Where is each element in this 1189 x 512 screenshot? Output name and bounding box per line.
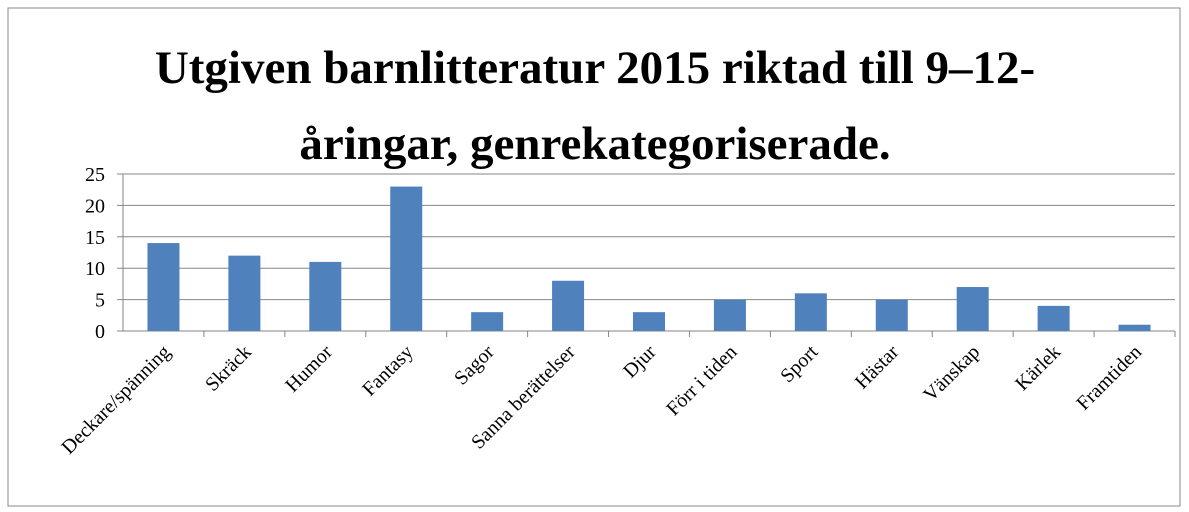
bar bbox=[471, 312, 504, 331]
x-tick-label: Framtiden bbox=[1072, 341, 1146, 415]
x-tick-label: Skräck bbox=[201, 341, 256, 396]
x-tick-label: Hästar bbox=[851, 341, 904, 394]
chart-border bbox=[7, 7, 1181, 507]
x-tick-label: Kärlek bbox=[1011, 341, 1065, 395]
bar bbox=[633, 312, 665, 331]
x-tick-label: Deckare/spänning bbox=[57, 341, 175, 459]
x-tick-label: Sagor bbox=[450, 341, 499, 390]
y-tick-label: 0 bbox=[95, 321, 105, 343]
y-tick-label: 10 bbox=[85, 258, 105, 280]
bar bbox=[147, 243, 180, 331]
y-tick-label: 20 bbox=[85, 195, 105, 217]
bar bbox=[1037, 305, 1070, 331]
y-tick-label: 25 bbox=[85, 164, 105, 186]
x-tick-label: Djur bbox=[619, 341, 661, 383]
x-tick-label: Sport bbox=[776, 341, 823, 388]
bar bbox=[390, 186, 423, 331]
bar bbox=[956, 287, 989, 331]
bar bbox=[309, 261, 342, 331]
y-tick-label: 15 bbox=[85, 227, 105, 249]
chart-title: Utgiven barnlitteratur 2015 riktad till … bbox=[154, 42, 1036, 170]
x-tick-label: Förr i tiden bbox=[662, 341, 741, 420]
bar bbox=[794, 293, 827, 331]
bar bbox=[713, 299, 746, 331]
bar bbox=[1118, 324, 1151, 331]
x-tick-label: Vänskap bbox=[919, 341, 984, 406]
bar bbox=[552, 280, 585, 331]
x-tick-label: Fantasy bbox=[358, 341, 418, 401]
x-tick-label: Humor bbox=[281, 341, 337, 397]
bar bbox=[228, 255, 261, 331]
bar bbox=[875, 299, 908, 331]
y-tick-label: 5 bbox=[95, 290, 105, 312]
